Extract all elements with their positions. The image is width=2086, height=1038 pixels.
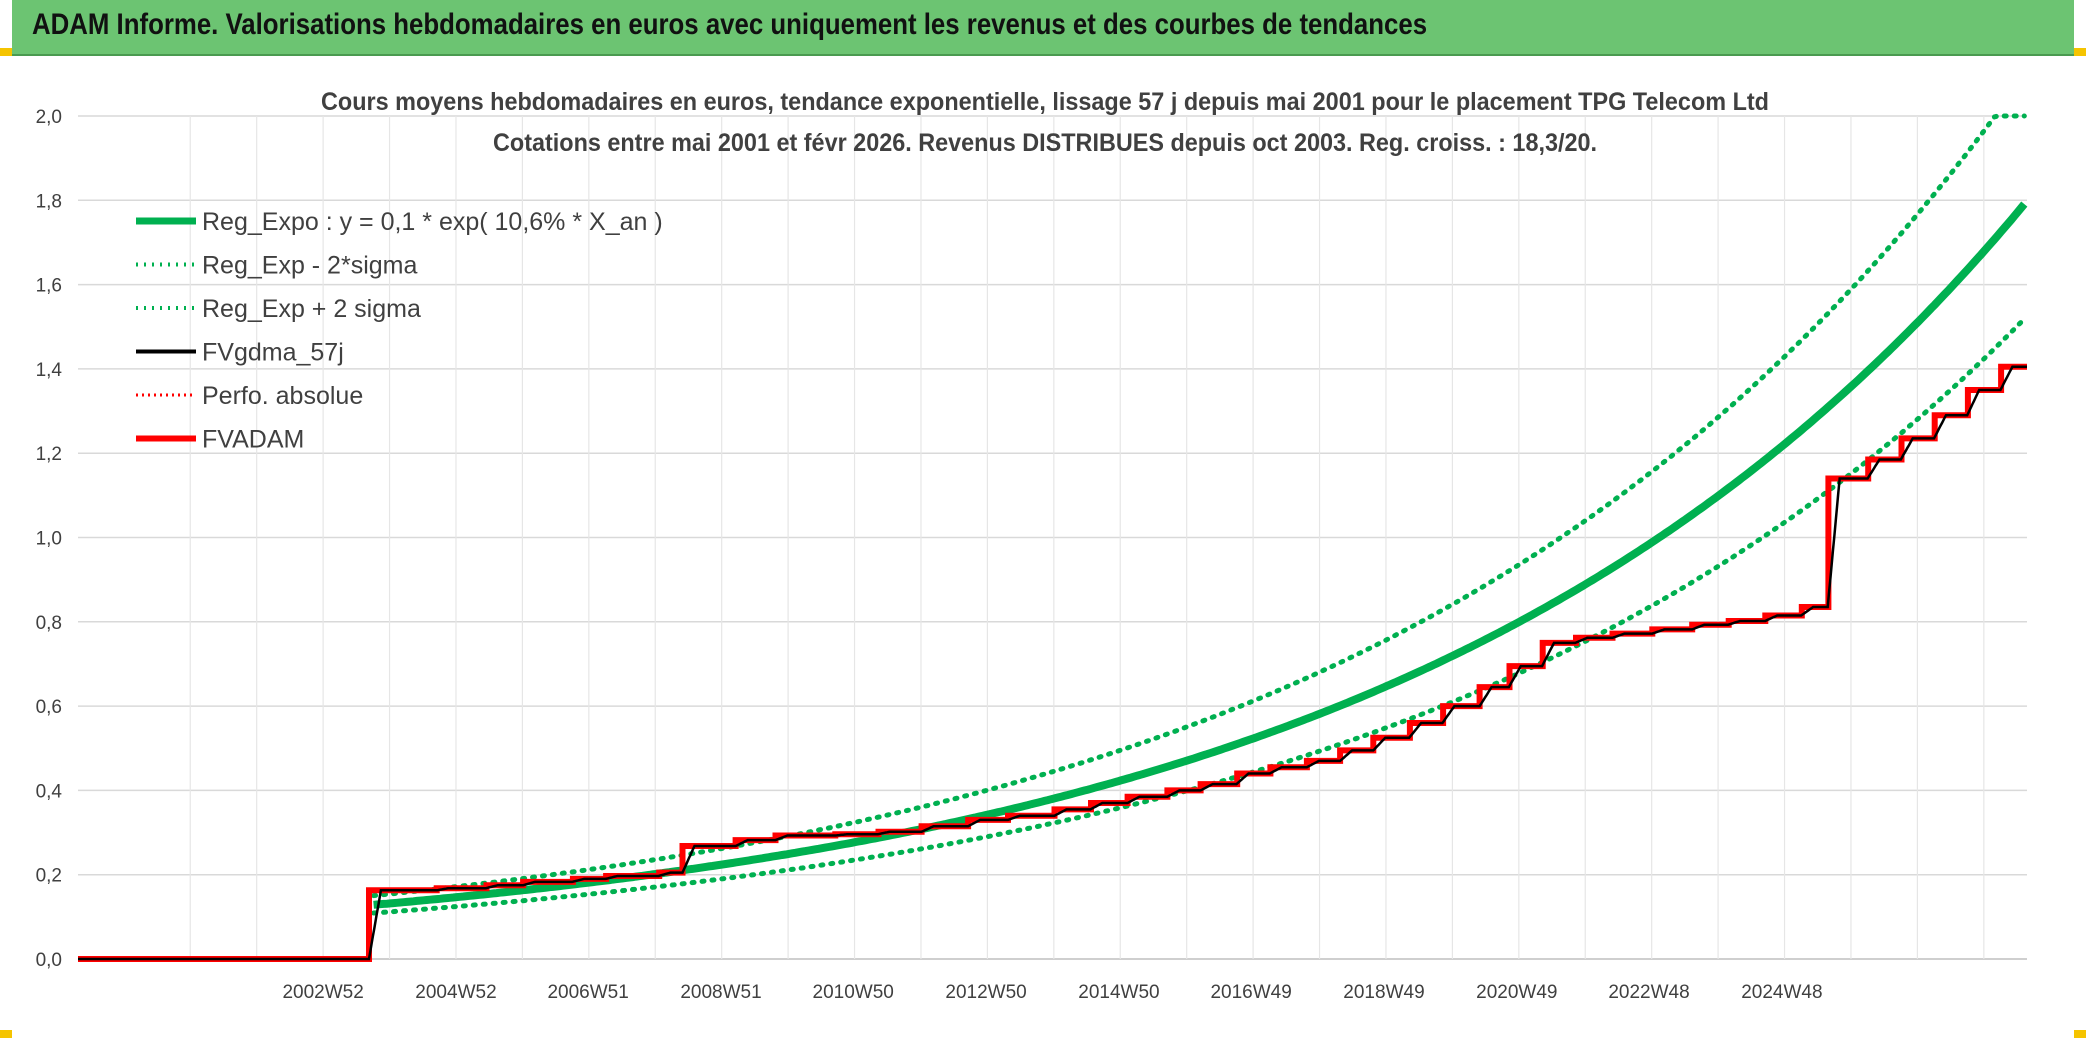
legend-entry: FVgdma_57j bbox=[202, 339, 344, 367]
legend-entry: Reg_Exp + 2 sigma bbox=[202, 295, 421, 323]
series-fvadam bbox=[78, 363, 2027, 962]
chart-title-line-2: Cotations entre mai 2001 et févr 2026. R… bbox=[493, 129, 1597, 157]
y-tick-label: 0,8 bbox=[36, 613, 62, 634]
chart-title-line-1: Cours moyens hebdomadaires en euros, ten… bbox=[321, 88, 1769, 116]
x-tick-label: 2004W52 bbox=[415, 982, 496, 1003]
line-chart: Cours moyens hebdomadaires en euros, ten… bbox=[36, 88, 2028, 1003]
y-tick-label: 1,6 bbox=[36, 276, 62, 297]
series-reg-exp-minus-2-sigma bbox=[371, 316, 2027, 916]
y-tick-label: 1,4 bbox=[36, 360, 63, 381]
y-tick-label: 1,2 bbox=[36, 444, 62, 465]
series-reg-exp-plus-2-sigma bbox=[371, 113, 2027, 899]
y-tick-label: 0,6 bbox=[36, 697, 62, 718]
corner-mark-left bbox=[0, 48, 12, 56]
x-tick-label: 2020W49 bbox=[1476, 982, 1557, 1003]
legend-entry: FVADAM bbox=[202, 426, 304, 454]
y-tick-label: 2,0 bbox=[36, 107, 62, 128]
x-tick-label: 2010W50 bbox=[813, 982, 894, 1003]
x-tick-label: 2016W49 bbox=[1210, 982, 1291, 1003]
banner-title: ADAM Informe. Valorisations hebdomadaire… bbox=[32, 8, 1428, 41]
x-tick-label: 2024W48 bbox=[1741, 982, 1822, 1003]
y-tick-label: 0,4 bbox=[36, 781, 63, 802]
x-tick-label: 2012W50 bbox=[945, 982, 1026, 1003]
x-tick-label: 2014W50 bbox=[1078, 982, 1159, 1003]
corner-mark-bottom-right bbox=[2074, 1030, 2086, 1038]
x-tick-label: 2018W49 bbox=[1343, 982, 1424, 1003]
legend-entry: Reg_Expo : y = 0,1 * exp( 10,6% * X_an ) bbox=[202, 208, 663, 236]
series-reg-expo bbox=[373, 201, 2028, 909]
legend-entry: Perfo. absolue bbox=[202, 382, 363, 410]
x-tick-label: 2008W51 bbox=[680, 982, 761, 1003]
corner-mark-bottom-left bbox=[0, 1030, 12, 1038]
y-tick-label: 1,0 bbox=[36, 529, 62, 550]
x-tick-label: 2006W51 bbox=[547, 982, 628, 1003]
x-tick-label: 2022W48 bbox=[1608, 982, 1689, 1003]
series-fvgdma-57j bbox=[78, 365, 2027, 961]
page-banner: ADAM Informe. Valorisations hebdomadaire… bbox=[12, 0, 2074, 56]
y-tick-label: 1,8 bbox=[36, 191, 62, 212]
y-tick-label: 0,2 bbox=[36, 866, 62, 887]
y-tick-label: 0,0 bbox=[36, 950, 62, 971]
x-tick-label: 2002W52 bbox=[282, 982, 363, 1003]
corner-mark-right bbox=[2074, 48, 2086, 56]
legend-entry: Reg_Exp - 2*sigma bbox=[202, 252, 417, 280]
